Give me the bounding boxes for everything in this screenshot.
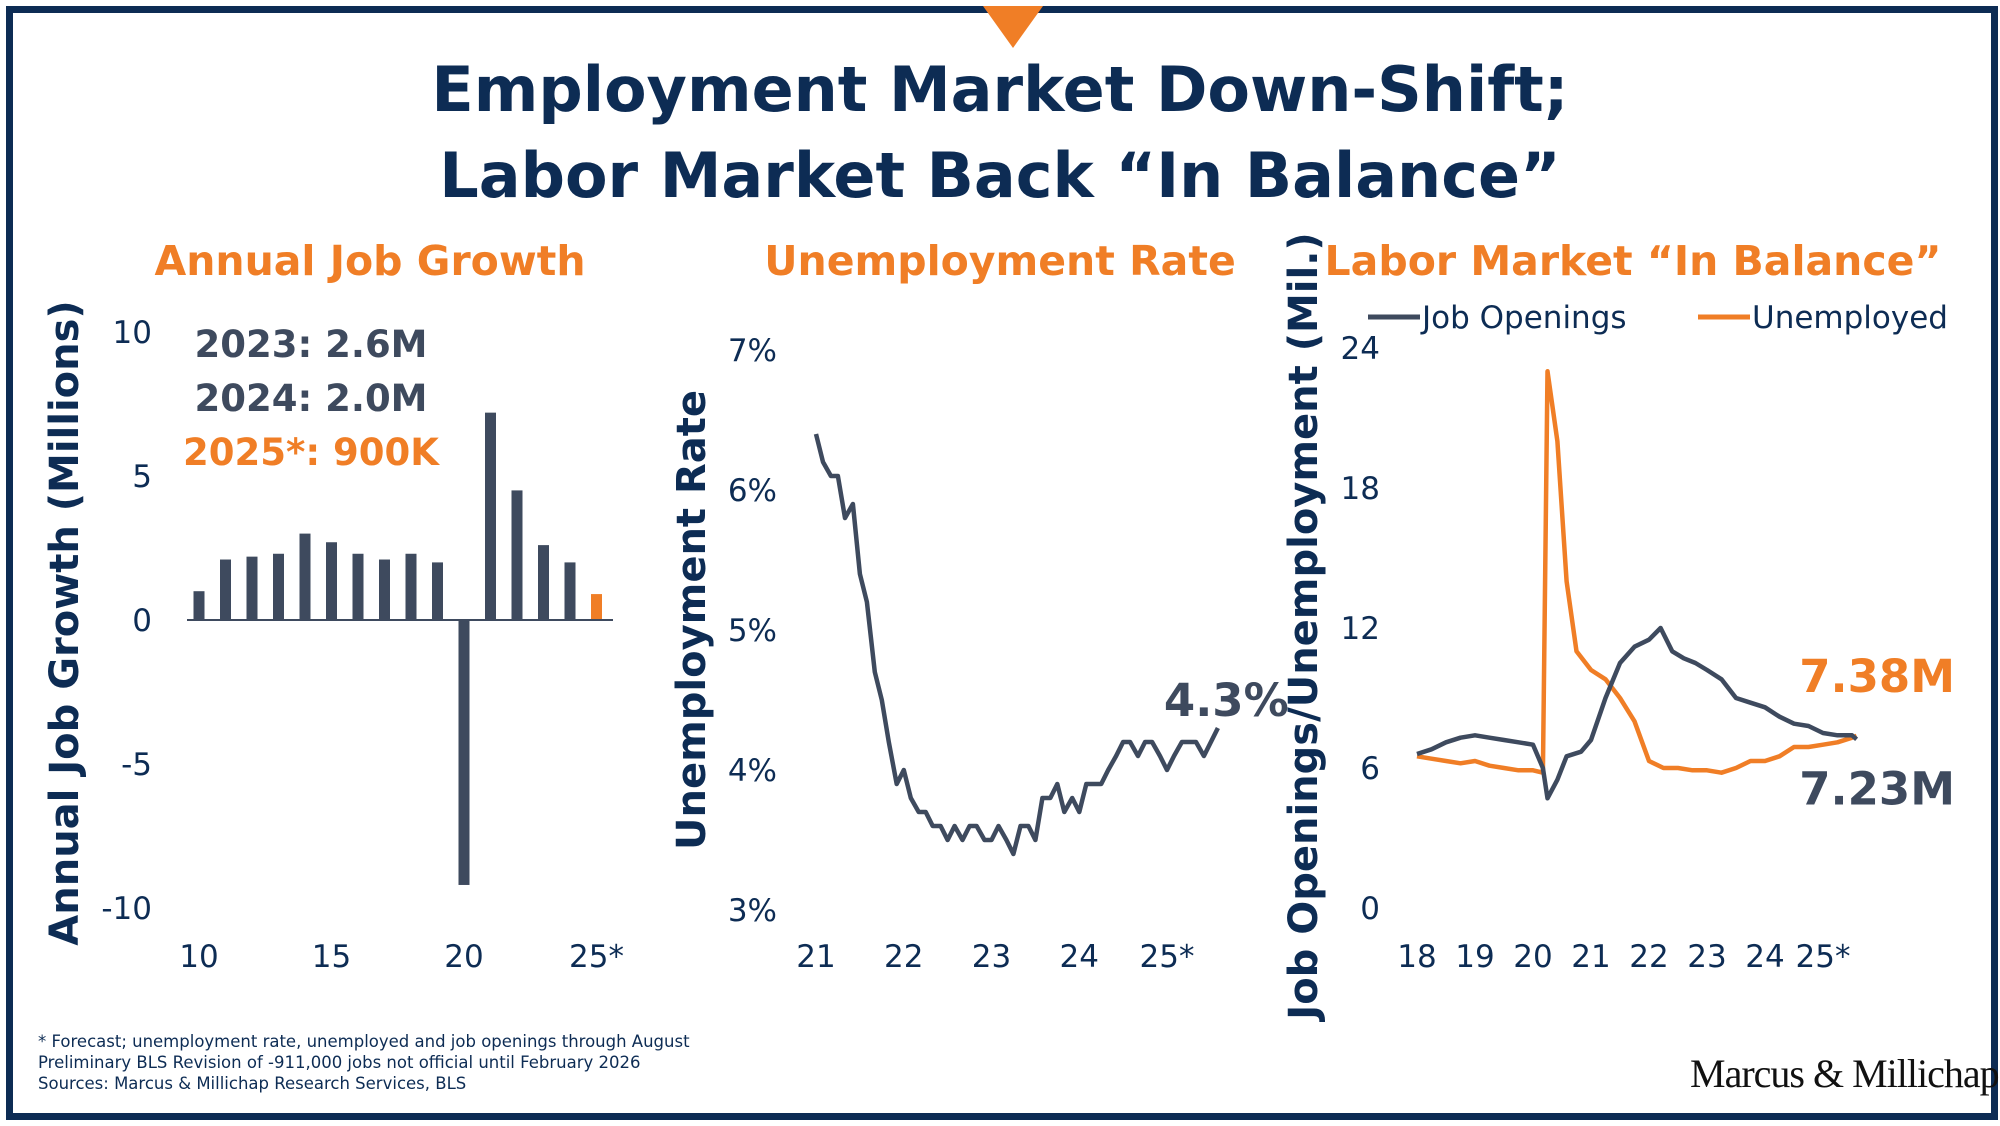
legend-job-openings-label: Job Openings <box>1420 300 1627 336</box>
job-growth-x-tick: 25* <box>569 939 624 975</box>
callout-2023: 2023: 2.6M <box>194 323 427 366</box>
job-growth-bar <box>511 490 523 620</box>
labor-balance-x-tick: 18 <box>1397 939 1436 975</box>
unemployment-rate-line <box>813 433 1220 857</box>
job-growth-y-tick: -10 <box>101 891 152 927</box>
job-growth-bar <box>405 553 417 620</box>
main-title-line2: Labor Market Back “In Balance” <box>439 139 1561 212</box>
unemployment-rate-end-label: 4.3% <box>1164 674 1289 727</box>
job-growth-bar <box>193 591 205 620</box>
unemployment-rate-y-tick: 7% <box>728 333 777 369</box>
main-title-line1: Employment Market Down-Shift; <box>431 53 1569 126</box>
job-growth-bar <box>299 533 311 620</box>
footnote-revision: Preliminary BLS Revision of -911,000 job… <box>38 1053 641 1072</box>
legend: Job Openings Unemployed <box>1368 300 1948 336</box>
unemployment-rate-y-tick: 3% <box>728 893 777 929</box>
job-growth-bars <box>193 412 602 885</box>
unemployment-rate-x-tick: 24 <box>1060 939 1099 975</box>
job-growth-y-tick: 5 <box>132 459 152 495</box>
labor-balance-y-tick: 6 <box>1360 751 1380 787</box>
job-growth-bar <box>273 553 284 620</box>
labor-balance-y-tick: 0 <box>1360 891 1380 927</box>
job-growth-y-tick: -5 <box>121 747 152 783</box>
footnote-sources: Sources: Marcus & Millichap Research Ser… <box>38 1074 467 1093</box>
labor-balance-x-tick: 25* <box>1796 939 1851 975</box>
unemployment-rate-y-tick: 5% <box>728 613 777 649</box>
labor-balance-title: Labor Market “In Balance” <box>1325 237 1942 285</box>
unemployment-rate-y-ticks: 7% 6% 5% 4% 3% <box>728 333 777 929</box>
labor-balance-x-tick: 23 <box>1687 939 1726 975</box>
marcus-millichap-logo: Marcus & Millichap <box>1690 1051 2000 1096</box>
job-openings-end-label: 7.23M <box>1799 762 1955 815</box>
labor-balance-x-tick: 24 <box>1745 939 1784 975</box>
job-growth-y-tick: 10 <box>113 315 152 351</box>
job-openings-line <box>1416 625 1859 801</box>
unemployment-rate-x-tick: 21 <box>796 939 835 975</box>
job-growth-y-tick: 0 <box>132 603 152 639</box>
labor-balance-x-tick: 22 <box>1629 939 1668 975</box>
job-growth-x-tick: 20 <box>444 939 483 975</box>
unemployment-rate-y-axis-title: Unemployment Rate <box>669 390 715 850</box>
unemployment-rate-x-tick: 22 <box>884 939 923 975</box>
chart-job-growth: Annual Job Growth Annual Job Growth (Mil… <box>42 237 624 975</box>
chart-frame <box>6 6 1998 1120</box>
unemployment-rate-title: Unemployment Rate <box>764 237 1236 285</box>
job-growth-bar <box>591 594 602 620</box>
labor-balance-y-tick: 18 <box>1341 471 1380 507</box>
job-growth-title: Annual Job Growth <box>154 237 585 285</box>
labor-balance-y-tick: 24 <box>1341 331 1380 367</box>
unemployment-rate-x-tick: 23 <box>972 939 1011 975</box>
labor-balance-x-tick: 21 <box>1571 939 1610 975</box>
job-growth-y-axis-title: Annual Job Growth (Millions) <box>42 300 88 945</box>
job-growth-bar <box>485 412 496 620</box>
callout-2024: 2024: 2.0M <box>194 377 427 420</box>
unemployed-line <box>1416 369 1858 775</box>
callout-2025: 2025*: 900K <box>183 431 440 474</box>
labor-balance-x-ticks: 18 19 20 21 22 23 24 25* <box>1397 939 1850 975</box>
job-growth-bar <box>432 562 443 620</box>
job-growth-bar <box>458 620 470 885</box>
chart-unemployment-rate: Unemployment Rate Unemployment Rate 7% 6%… <box>669 237 1289 975</box>
unemployed-end-label: 7.38M <box>1799 650 1955 703</box>
job-growth-x-ticks: 10 15 20 25* <box>179 939 624 975</box>
labor-balance-x-tick: 19 <box>1455 939 1494 975</box>
unemployment-rate-y-tick: 6% <box>728 473 777 509</box>
labor-balance-y-axis-title: Job Openings/Unemployment (Mil.) <box>1281 232 1327 1022</box>
job-growth-bar <box>379 559 390 620</box>
orange-notch-marker <box>983 6 1043 48</box>
unemployment-rate-x-ticks: 21 22 23 24 25* <box>796 939 1194 975</box>
labor-balance-y-tick: 12 <box>1341 611 1380 647</box>
job-growth-y-ticks: 10 5 0 -5 -10 <box>101 315 152 927</box>
job-growth-bar <box>220 559 231 620</box>
unemployment-rate-y-tick: 4% <box>728 753 777 789</box>
job-growth-bar <box>352 553 364 620</box>
labor-balance-x-tick: 20 <box>1513 939 1552 975</box>
chart-labor-balance: Labor Market “In Balance” Job Openings/U… <box>1281 232 1955 1022</box>
labor-balance-y-ticks: 24 18 12 6 0 <box>1341 331 1380 927</box>
job-growth-bar <box>538 545 549 620</box>
legend-unemployed-label: Unemployed <box>1752 300 1948 336</box>
job-growth-x-tick: 15 <box>312 939 351 975</box>
job-growth-bar <box>246 556 258 620</box>
job-growth-bar <box>564 562 576 620</box>
job-growth-bar <box>326 542 337 620</box>
job-growth-x-tick: 10 <box>179 939 218 975</box>
unemployment-rate-x-tick: 25* <box>1140 939 1195 975</box>
footnote-forecast: * Forecast; unemployment rate, unemploye… <box>38 1032 690 1051</box>
